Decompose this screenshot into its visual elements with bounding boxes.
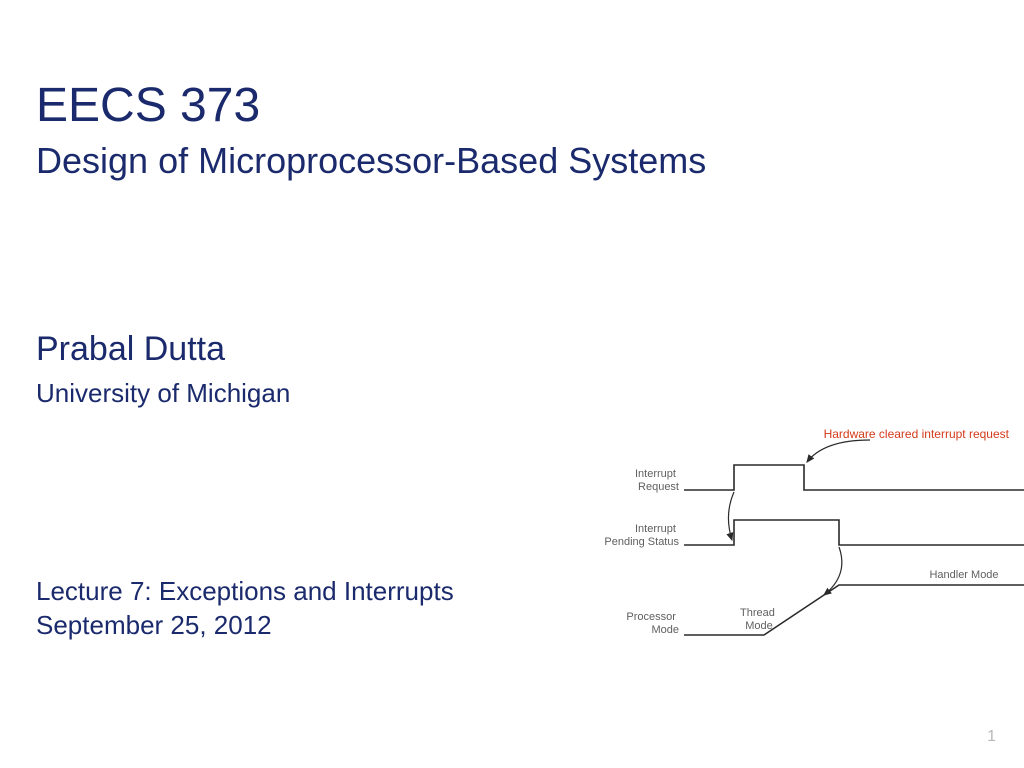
trace-pending-status <box>684 520 1024 545</box>
arrow-irq-to-pending <box>728 492 734 540</box>
lecture-title: Lecture 7: Exceptions and Interrupts <box>36 576 454 607</box>
course-title: Design of Microprocessor-Based Systems <box>36 140 706 182</box>
label-handler-mode: Handler Mode <box>929 569 998 581</box>
presenter-name: Prabal Dutta <box>36 330 225 369</box>
page-number: 1 <box>987 728 996 746</box>
timing-diagram-svg: Hardware cleared interrupt request Inter… <box>564 420 1024 680</box>
lecture-date: September 25, 2012 <box>36 610 272 641</box>
slide: EECS 373 Design of Microprocessor-Based … <box>0 0 1024 768</box>
label-pending-status: Interrupt Pending Status <box>604 523 679 548</box>
trace-interrupt-request <box>684 465 1024 490</box>
callout-arrow <box>807 440 870 462</box>
trace-processor-mode <box>684 585 1024 635</box>
label-processor-mode: Processor Mode <box>626 611 679 636</box>
arrow-pending-to-mode <box>824 547 842 595</box>
label-interrupt-request: Interrupt Request <box>635 468 679 493</box>
callout-text: Hardware cleared interrupt request <box>824 427 1010 441</box>
timing-diagram: Hardware cleared interrupt request Inter… <box>564 420 1024 680</box>
presenter-affiliation: University of Michigan <box>36 378 290 409</box>
course-code: EECS 373 <box>36 78 260 133</box>
label-thread-mode: Thread Mode <box>740 607 778 632</box>
